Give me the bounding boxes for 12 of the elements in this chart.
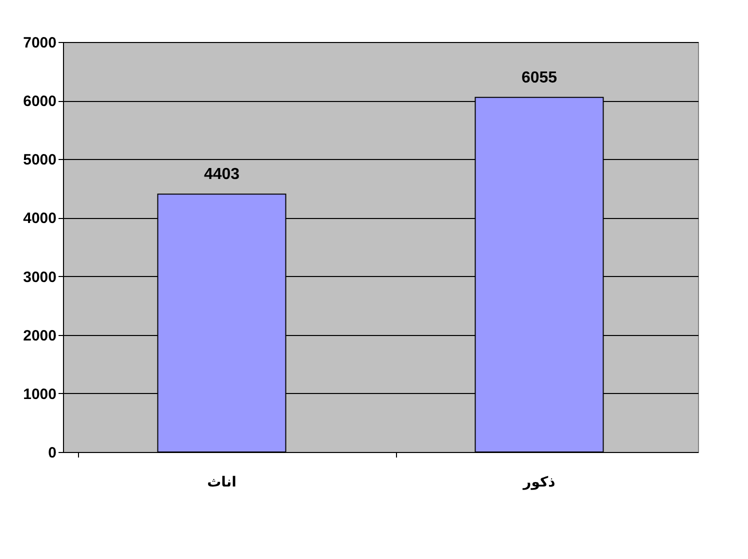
data-label: 4403 bbox=[204, 166, 240, 184]
y-tick-label: 4000 bbox=[23, 210, 56, 228]
data-label: 6055 bbox=[521, 69, 558, 86]
x-tick-label: ذكور bbox=[522, 474, 556, 490]
y-tick-label: 3000 bbox=[23, 268, 56, 286]
y-tick-label: 0 bbox=[48, 444, 56, 462]
y-tick-label: 1000 bbox=[23, 386, 56, 403]
y-tick-label: 5000 bbox=[23, 152, 56, 169]
x-tick-label: اناث bbox=[207, 474, 236, 490]
y-tick-label: 2000 bbox=[23, 327, 56, 344]
y-tick-label: 6000 bbox=[23, 93, 56, 110]
y-tick-label: 7000 bbox=[23, 34, 56, 52]
